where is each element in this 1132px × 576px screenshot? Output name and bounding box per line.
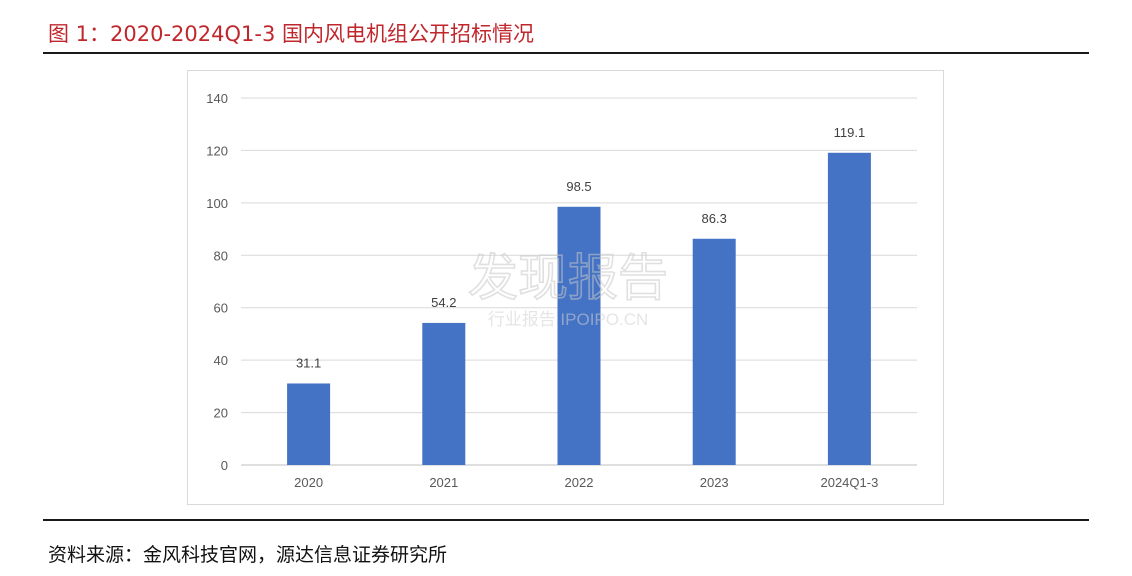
y-tick-label: 20 [214,406,228,421]
y-tick-label: 80 [214,248,228,263]
watermark: 发现报告 行业报告 IPOIPO.CN [467,249,669,329]
bar-2024Q1-3 [827,152,871,466]
y-tick-label: 0 [221,458,228,473]
data-label-2023: 86.3 [702,211,727,226]
y-tick-label: 120 [206,143,228,158]
data-label-2022: 98.5 [566,179,591,194]
source-note: 资料来源：金风科技官网，源达信息证券研究所 [48,544,448,566]
top-rule [43,52,1089,54]
bar-chart: 0 20 40 60 80 100 120 140 31.1 54.2 98.5 86.3 119.1… [206,91,917,490]
y-tick-label: 100 [206,196,228,211]
bar-2022 [557,206,601,465]
y-tick-labels: 0 20 40 60 80 100 120 140 [206,91,228,473]
y-tick-label: 60 [214,301,228,316]
x-tick-labels: 2020 2021 2022 2023 2024Q1-3 [294,475,878,490]
y-tick-label: 140 [206,91,228,106]
y-tick-label: 40 [214,353,228,368]
x-tick-label-2022: 2022 [565,475,594,490]
data-label-2021: 54.2 [431,295,456,310]
data-label-2020: 31.1 [296,355,321,370]
bar-2021 [422,322,466,465]
chart-container: 0 20 40 60 80 100 120 140 31.1 54.2 98.5 86.3 119.1… [187,70,944,505]
x-tick-label-2024Q1-3: 2024Q1-3 [820,475,878,490]
x-tick-label-2021: 2021 [429,475,458,490]
x-tick-label-2023: 2023 [700,475,729,490]
bars [287,152,871,466]
watermark-sub: 行业报告 IPOIPO.CN [488,310,649,329]
bar-2020 [287,383,331,465]
figure-title: 图 1：2020-2024Q1-3 国内风电机组公开招标情况 [48,22,535,46]
bottom-rule [43,519,1089,521]
data-labels: 31.1 54.2 98.5 86.3 119.1 [296,125,865,371]
x-tick-label-2020: 2020 [294,475,323,490]
bar-2023 [692,238,736,465]
watermark-main: 发现报告 [468,250,668,306]
data-label-2024Q1-3: 119.1 [834,125,866,140]
